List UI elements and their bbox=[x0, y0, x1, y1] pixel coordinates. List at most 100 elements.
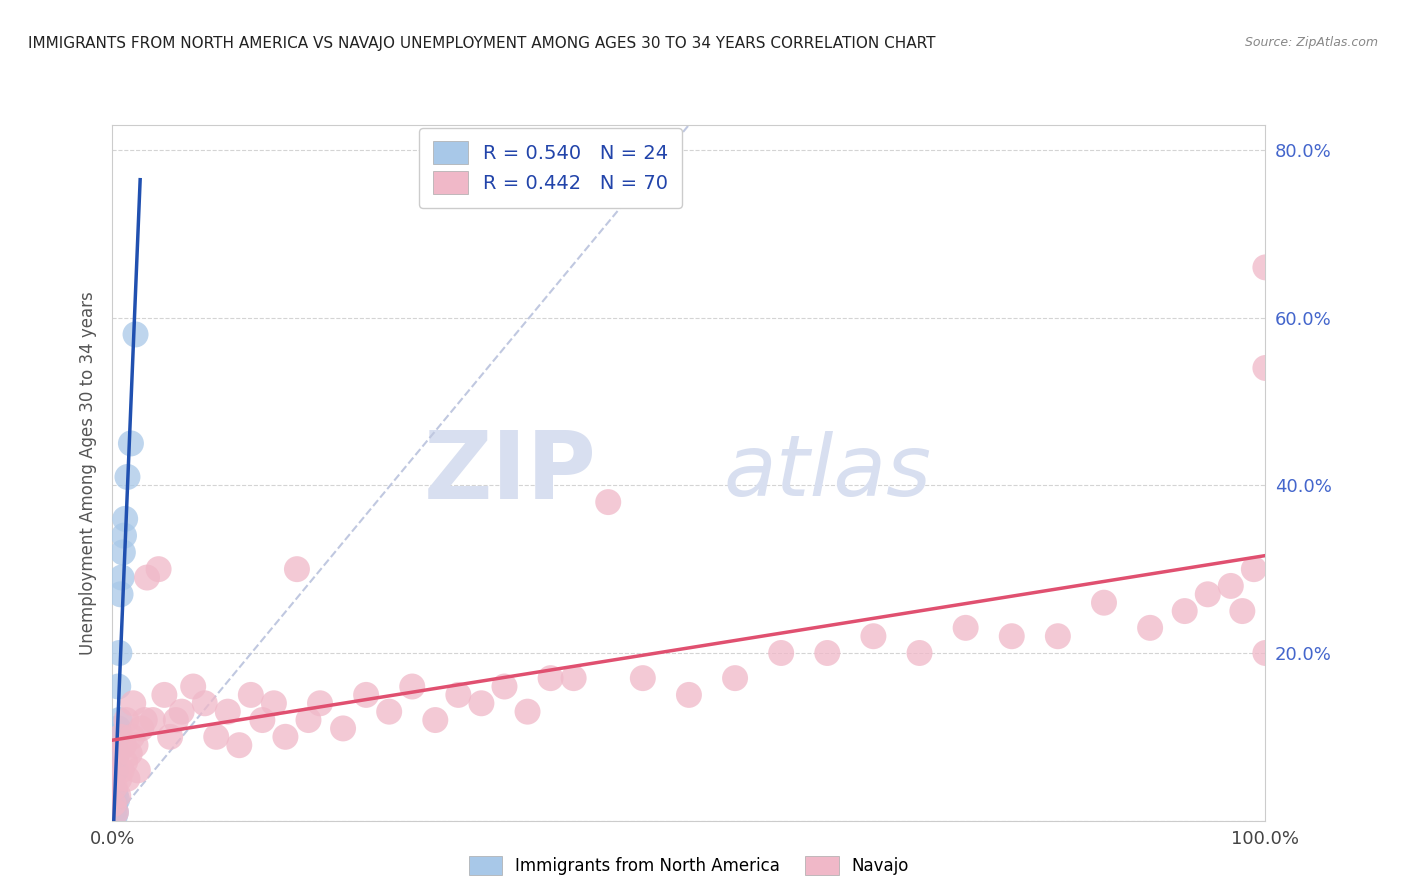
Point bbox=[1254, 260, 1277, 275]
Point bbox=[955, 621, 977, 635]
Point bbox=[111, 570, 134, 584]
Point bbox=[107, 722, 129, 736]
Point bbox=[114, 755, 136, 769]
Point bbox=[239, 688, 262, 702]
Point bbox=[1197, 587, 1219, 601]
Point bbox=[297, 713, 319, 727]
Point bbox=[1139, 621, 1161, 635]
Point bbox=[111, 545, 134, 559]
Point bbox=[107, 680, 129, 694]
Point bbox=[103, 797, 125, 811]
Point bbox=[142, 713, 165, 727]
Point bbox=[108, 772, 131, 786]
Point bbox=[104, 789, 127, 803]
Point bbox=[114, 512, 136, 526]
Point bbox=[470, 696, 492, 710]
Point bbox=[181, 680, 204, 694]
Text: Source: ZipAtlas.com: Source: ZipAtlas.com bbox=[1244, 36, 1378, 49]
Point bbox=[105, 793, 128, 807]
Point bbox=[112, 738, 135, 752]
Point bbox=[724, 671, 747, 685]
Point bbox=[103, 797, 125, 811]
Point bbox=[678, 688, 700, 702]
Point bbox=[124, 738, 146, 752]
Point bbox=[815, 646, 838, 660]
Point bbox=[104, 784, 127, 798]
Point bbox=[252, 713, 274, 727]
Text: atlas: atlas bbox=[723, 431, 931, 515]
Y-axis label: Unemployment Among Ages 30 to 34 years: Unemployment Among Ages 30 to 34 years bbox=[79, 291, 97, 655]
Point bbox=[105, 747, 128, 761]
Legend: Immigrants from North America, Navajo: Immigrants from North America, Navajo bbox=[463, 849, 915, 882]
Point bbox=[105, 730, 128, 744]
Point bbox=[770, 646, 793, 660]
Point bbox=[1254, 646, 1277, 660]
Point bbox=[134, 713, 156, 727]
Point bbox=[121, 730, 143, 744]
Point bbox=[1254, 361, 1277, 376]
Point bbox=[104, 797, 127, 811]
Point bbox=[110, 730, 132, 744]
Point bbox=[378, 705, 401, 719]
Point bbox=[136, 570, 159, 584]
Point bbox=[1092, 596, 1115, 610]
Point bbox=[104, 764, 127, 778]
Point bbox=[285, 562, 308, 576]
Point bbox=[1232, 604, 1254, 618]
Point bbox=[170, 705, 193, 719]
Point bbox=[401, 680, 423, 694]
Point bbox=[540, 671, 562, 685]
Point bbox=[908, 646, 931, 660]
Point bbox=[263, 696, 285, 710]
Point bbox=[117, 470, 139, 484]
Point bbox=[118, 747, 141, 761]
Text: ZIP: ZIP bbox=[423, 426, 596, 519]
Point bbox=[165, 713, 187, 727]
Point bbox=[1046, 629, 1069, 643]
Point bbox=[332, 722, 354, 736]
Point bbox=[103, 805, 125, 820]
Point bbox=[425, 713, 447, 727]
Point bbox=[862, 629, 884, 643]
Point bbox=[124, 327, 146, 342]
Point bbox=[159, 730, 181, 744]
Point bbox=[205, 730, 228, 744]
Point bbox=[354, 688, 377, 702]
Point bbox=[1219, 579, 1241, 593]
Point bbox=[104, 801, 127, 815]
Point bbox=[274, 730, 297, 744]
Point bbox=[153, 688, 176, 702]
Point bbox=[104, 780, 127, 794]
Point bbox=[107, 789, 129, 803]
Point bbox=[104, 805, 127, 820]
Point bbox=[1174, 604, 1197, 618]
Point bbox=[516, 705, 538, 719]
Point bbox=[194, 696, 217, 710]
Point bbox=[104, 805, 127, 820]
Point bbox=[1001, 629, 1024, 643]
Point bbox=[598, 495, 620, 509]
Point bbox=[108, 713, 131, 727]
Point bbox=[148, 562, 170, 576]
Point bbox=[1243, 562, 1265, 576]
Point bbox=[494, 680, 516, 694]
Point bbox=[105, 747, 128, 761]
Point bbox=[117, 772, 139, 786]
Point bbox=[129, 722, 153, 736]
Point bbox=[447, 688, 470, 702]
Point bbox=[217, 705, 239, 719]
Point bbox=[110, 587, 132, 601]
Point bbox=[631, 671, 654, 685]
Point bbox=[104, 809, 127, 823]
Point bbox=[127, 764, 149, 778]
Text: IMMIGRANTS FROM NORTH AMERICA VS NAVAJO UNEMPLOYMENT AMONG AGES 30 TO 34 YEARS C: IMMIGRANTS FROM NORTH AMERICA VS NAVAJO … bbox=[28, 36, 935, 51]
Point bbox=[111, 764, 134, 778]
Point bbox=[562, 671, 585, 685]
Point bbox=[115, 713, 138, 727]
Point bbox=[120, 436, 142, 450]
Point bbox=[112, 528, 135, 542]
Point bbox=[108, 646, 131, 660]
Point bbox=[228, 738, 250, 752]
Point bbox=[309, 696, 332, 710]
Point bbox=[122, 696, 145, 710]
